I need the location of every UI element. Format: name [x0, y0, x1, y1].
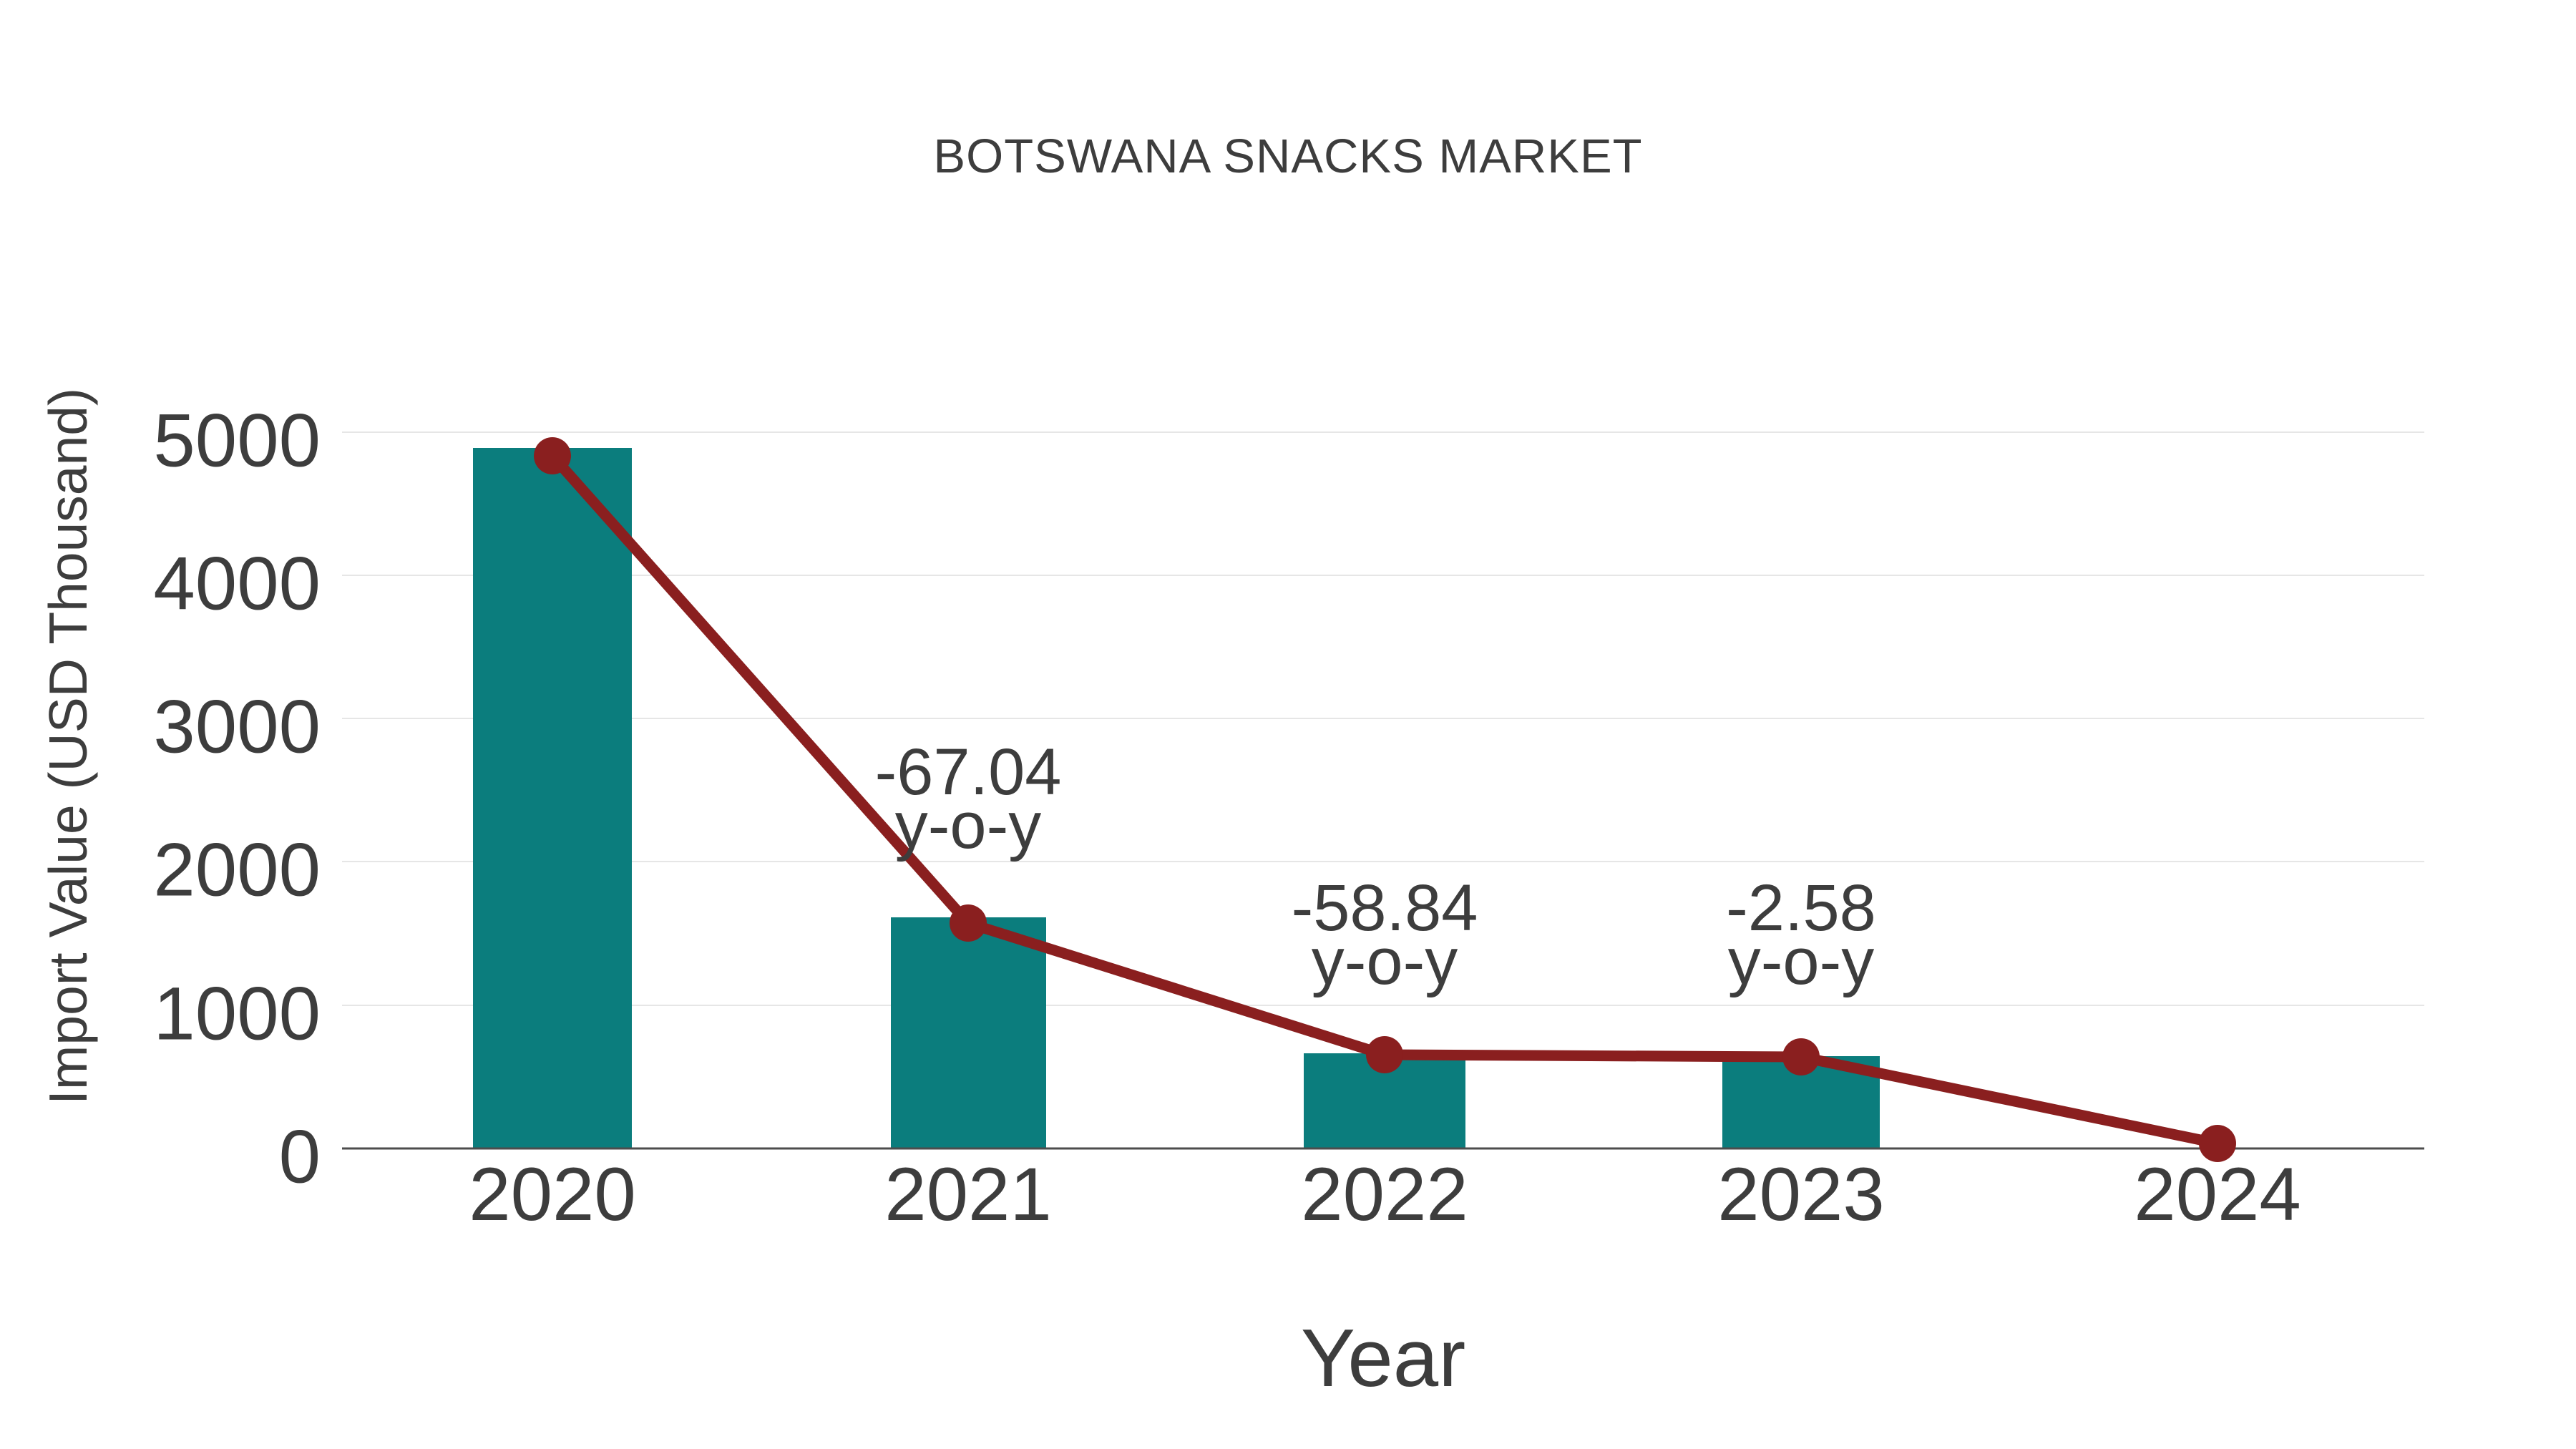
svg-text:2022: 2022	[1301, 1153, 1468, 1236]
svg-text:y-o-y: y-o-y	[1312, 925, 1458, 998]
svg-text:1000: 1000	[153, 972, 321, 1056]
svg-text:y-o-y: y-o-y	[895, 789, 1041, 862]
svg-text:0: 0	[279, 1116, 321, 1199]
svg-text:2021: 2021	[884, 1153, 1052, 1236]
svg-text:2023: 2023	[1717, 1153, 1885, 1236]
svg-text:3000: 3000	[153, 686, 321, 769]
svg-text:2000: 2000	[153, 829, 321, 912]
svg-text:5000: 5000	[153, 399, 321, 483]
svg-text:y-o-y: y-o-y	[1728, 925, 1874, 998]
svg-text:2024: 2024	[2134, 1153, 2301, 1236]
svg-text:4000: 4000	[153, 542, 321, 626]
svg-text:2020: 2020	[469, 1153, 636, 1236]
